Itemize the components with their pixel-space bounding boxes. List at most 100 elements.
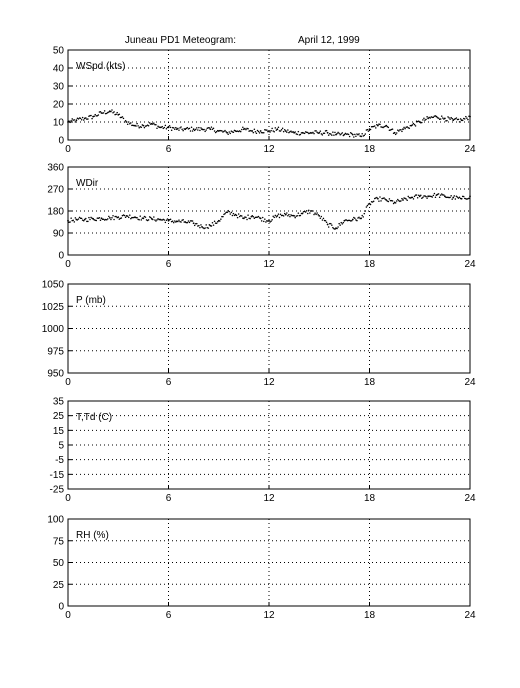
data-point (196, 222, 198, 225)
data-point (167, 126, 170, 129)
data-point (223, 130, 225, 133)
data-point (391, 128, 394, 130)
data-point (205, 224, 207, 226)
data-point (466, 117, 468, 119)
data-point (258, 132, 261, 134)
data-point (412, 198, 415, 200)
data-point (416, 196, 419, 199)
data-point (336, 132, 338, 135)
data-point (172, 127, 175, 129)
y-tick-label: 100 (47, 515, 64, 526)
figure-date: April 12, 1999 (298, 35, 360, 46)
data-point (182, 219, 184, 221)
data-point (271, 127, 273, 130)
data-point (166, 218, 169, 220)
data-point (363, 134, 366, 137)
data-point (97, 114, 100, 116)
data-point (247, 214, 249, 216)
data-point (171, 220, 174, 222)
data-point (452, 119, 455, 122)
data-point (149, 216, 152, 219)
data-point (130, 217, 132, 220)
data-point (357, 217, 359, 219)
y-tick-label: -25 (50, 485, 65, 496)
data-point (256, 129, 259, 132)
data-point (152, 123, 154, 125)
data-point (207, 227, 210, 229)
data-point (385, 124, 388, 127)
data-point (215, 130, 218, 133)
data-point (265, 221, 267, 223)
data-point (131, 216, 133, 219)
data-point (188, 221, 191, 224)
data-point (330, 222, 332, 225)
data-point (464, 118, 466, 120)
data-point (192, 128, 195, 131)
data-point (241, 128, 243, 131)
y-axis-label: WSpd (kts) (76, 61, 125, 72)
data-point (342, 221, 345, 224)
data-point (110, 218, 112, 221)
data-point (401, 130, 403, 133)
data-point (253, 217, 256, 219)
data-point (407, 195, 409, 198)
data-point (357, 133, 359, 136)
data-point (288, 131, 290, 134)
x-tick-label: 24 (464, 144, 476, 155)
y-tick-label: 25 (53, 580, 65, 591)
data-point (235, 214, 238, 217)
data-point (123, 214, 126, 217)
data-point (408, 127, 411, 129)
data-point (181, 128, 183, 130)
data-point (111, 216, 113, 219)
data-point (221, 215, 223, 218)
data-point (425, 195, 427, 198)
data-point (103, 110, 106, 112)
data-point (316, 131, 318, 134)
data-point (115, 113, 117, 115)
data-point (330, 133, 332, 135)
data-point (292, 130, 294, 133)
data-point (354, 133, 356, 136)
data-point (306, 131, 309, 134)
data-point (288, 213, 290, 216)
data-point (299, 133, 302, 136)
data-point (199, 226, 201, 229)
data-point (432, 194, 435, 197)
data-point (142, 217, 145, 220)
data-point (447, 116, 449, 118)
data-point (281, 127, 284, 129)
x-tick-label: 12 (263, 610, 275, 621)
data-point (273, 130, 275, 133)
data-point (219, 220, 221, 222)
data-point (90, 216, 92, 219)
data-point (112, 214, 114, 217)
data-point (461, 119, 464, 122)
data-point (319, 217, 322, 219)
data-point (353, 216, 355, 219)
data-point (448, 117, 450, 119)
data-point (226, 211, 229, 214)
data-point (198, 224, 200, 227)
y-tick-label: 950 (47, 369, 64, 380)
data-point (337, 226, 339, 228)
data-point (274, 214, 277, 217)
data-point (457, 118, 460, 121)
data-point (139, 215, 141, 217)
data-point (364, 210, 367, 212)
data-point (272, 215, 274, 217)
data-point (237, 213, 240, 215)
data-point (224, 129, 226, 132)
data-point (369, 203, 372, 206)
x-tick-label: 0 (65, 377, 71, 388)
data-point (350, 132, 353, 135)
data-point (360, 135, 363, 138)
data-point (344, 132, 347, 135)
data-point (232, 131, 235, 134)
data-point (69, 121, 71, 124)
data-point (276, 128, 279, 131)
data-point (290, 130, 292, 132)
data-point (157, 217, 159, 220)
data-point (361, 214, 363, 217)
data-point (105, 219, 108, 221)
